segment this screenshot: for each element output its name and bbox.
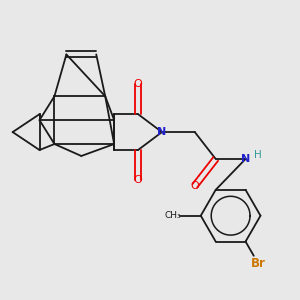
Text: Br: Br: [250, 256, 266, 269]
Text: CH₃: CH₃: [164, 211, 181, 220]
Text: N: N: [157, 127, 167, 137]
Text: O: O: [134, 175, 142, 185]
Text: O: O: [134, 79, 142, 89]
Text: O: O: [190, 181, 199, 191]
Text: H: H: [254, 150, 262, 161]
Text: N: N: [241, 154, 250, 164]
